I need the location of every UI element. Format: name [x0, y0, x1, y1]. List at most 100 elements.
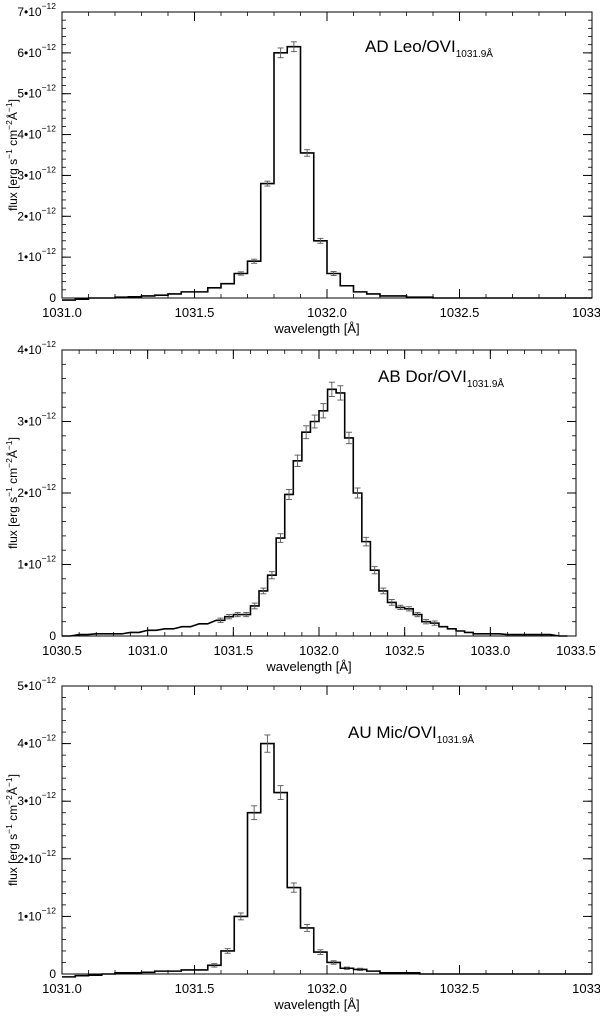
- y-axis-label: flux [erg s−1 cm−2Å−1]: [4, 99, 20, 211]
- x-axis-label: wavelength [Å]: [265, 659, 351, 674]
- error-bar: [251, 258, 258, 264]
- error-bar: [388, 599, 395, 606]
- y-tick-label: 2•10−12: [17, 482, 56, 500]
- flux-step-line: [62, 45, 592, 301]
- error-bar: [343, 966, 350, 970]
- error-bar: [237, 271, 244, 276]
- x-tick-label: 1031.5: [175, 981, 215, 996]
- error-bar: [337, 385, 344, 401]
- x-tick-label: 1033.0: [572, 305, 600, 320]
- y-tick-label: 1•10−12: [17, 554, 56, 572]
- error-bar: [268, 571, 275, 580]
- error-bar: [251, 805, 258, 821]
- y-tick-label: 6•10−12: [17, 42, 56, 60]
- x-tick-label: 1032.5: [440, 305, 480, 320]
- y-tick-label: 4•10−12: [17, 339, 56, 357]
- error-bar: [354, 487, 361, 499]
- error-bar: [320, 403, 327, 419]
- error-bar: [423, 619, 430, 625]
- y-tick-label: 1•10−12: [17, 905, 56, 923]
- error-bar: [380, 587, 387, 595]
- y-tick-label: 3•10−12: [17, 790, 56, 808]
- y-tick-label: 0: [49, 967, 56, 981]
- error-bar: [264, 734, 271, 753]
- x-tick-label: 1032.5: [385, 643, 425, 658]
- error-bar: [251, 602, 258, 610]
- error-bar: [371, 566, 378, 575]
- error-bar: [328, 381, 335, 397]
- x-tick-label: 1030.5: [42, 643, 82, 658]
- plot-frame: [61, 349, 577, 637]
- x-tick-label: 1032.0: [299, 643, 339, 658]
- y-tick-label: 4•10−12: [17, 124, 56, 142]
- y-tick-label: 5•10−12: [17, 83, 56, 101]
- y-tick-label: 2•10−12: [17, 848, 56, 866]
- x-tick-label: 1033.0: [572, 981, 600, 996]
- y-axis-label: flux [erg s−1 cm−2Å−1]: [4, 437, 20, 549]
- error-bar: [224, 948, 231, 954]
- x-tick-label: 1031.5: [213, 643, 253, 658]
- star-annotation: AU Mic/OVI1031.9Å: [348, 723, 474, 746]
- x-tick-label: 1032.5: [440, 981, 480, 996]
- x-axis-label: wavelength [Å]: [273, 997, 359, 1012]
- error-bar: [243, 611, 250, 618]
- error-bar: [345, 431, 352, 445]
- y-axis-label: flux [erg s−1 cm−2Å−1]: [4, 774, 20, 886]
- x-tick-label: 1031.0: [42, 305, 82, 320]
- error-bar: [330, 960, 337, 965]
- error-bar: [211, 963, 218, 968]
- flux-step-line: [62, 742, 592, 978]
- y-tick-label: 4•10−12: [17, 733, 56, 751]
- error-bar: [304, 924, 311, 932]
- error-bar: [264, 180, 271, 187]
- error-bar: [330, 270, 337, 276]
- error-bar: [431, 620, 438, 626]
- error-bar: [260, 587, 267, 595]
- plot-frame: [61, 685, 593, 975]
- error-bar: [405, 606, 412, 612]
- x-axis-label: wavelength [Å]: [273, 321, 359, 336]
- y-tick-label: 7•10−12: [17, 1, 56, 19]
- error-bar: [237, 912, 244, 921]
- chart-panel-2: 1030.5 1031.0 1031.5 1032.0 1032.5 1033.0 1033…: [4, 339, 596, 674]
- error-bar: [277, 47, 284, 59]
- error-bar: [294, 454, 301, 467]
- error-bar: [304, 149, 311, 157]
- error-bar: [363, 536, 370, 547]
- chart-panel-1: 1031.0 1031.5 1032.0 1032.5 1033.0 0 1•10−12 2•…: [4, 1, 600, 336]
- error-bar: [234, 611, 241, 618]
- star-annotation: AD Leo/OVI1031.9Å: [365, 37, 493, 60]
- error-bar: [277, 785, 284, 800]
- error-bar: [357, 967, 364, 971]
- error-bar: [317, 949, 324, 955]
- flux-step-line: [62, 388, 568, 637]
- x-tick-label: 1032.0: [307, 981, 347, 996]
- x-tick-label: 1031.5: [175, 305, 215, 320]
- y-tick-label: 0: [49, 291, 56, 305]
- error-bar: [303, 425, 310, 440]
- y-tick-label: 5•10−12: [17, 675, 56, 693]
- star-annotation: AB Dor/OVI1031.9Å: [378, 367, 504, 390]
- error-bar: [414, 611, 421, 618]
- error-bar: [277, 533, 284, 543]
- error-bar: [311, 414, 318, 429]
- y-tick-label: 3•10−12: [17, 164, 56, 182]
- x-tick-label: 1031.0: [128, 643, 168, 658]
- chart-panel-3: 1031.0 1031.5 1032.0 1032.5 1033.0 0 1•10−12 2•…: [4, 675, 600, 1012]
- y-tick-label: 2•10−12: [17, 205, 56, 223]
- x-tick-label: 1033.0: [470, 643, 510, 658]
- error-bar: [286, 488, 293, 500]
- y-tick-label: 0: [49, 629, 56, 643]
- error-bar: [290, 882, 297, 893]
- x-tick-label: 1031.0: [42, 981, 82, 996]
- error-bar: [290, 41, 297, 53]
- error-bar: [226, 614, 233, 620]
- y-tick-label: 3•10−12: [17, 411, 56, 429]
- x-tick-label: 1032.0: [307, 305, 347, 320]
- y-tick-label: 1•10−12: [17, 246, 56, 264]
- x-tick-label: 1033.5: [556, 643, 596, 658]
- error-bar: [397, 604, 404, 610]
- error-bar: [317, 237, 324, 244]
- error-bar: [217, 617, 224, 623]
